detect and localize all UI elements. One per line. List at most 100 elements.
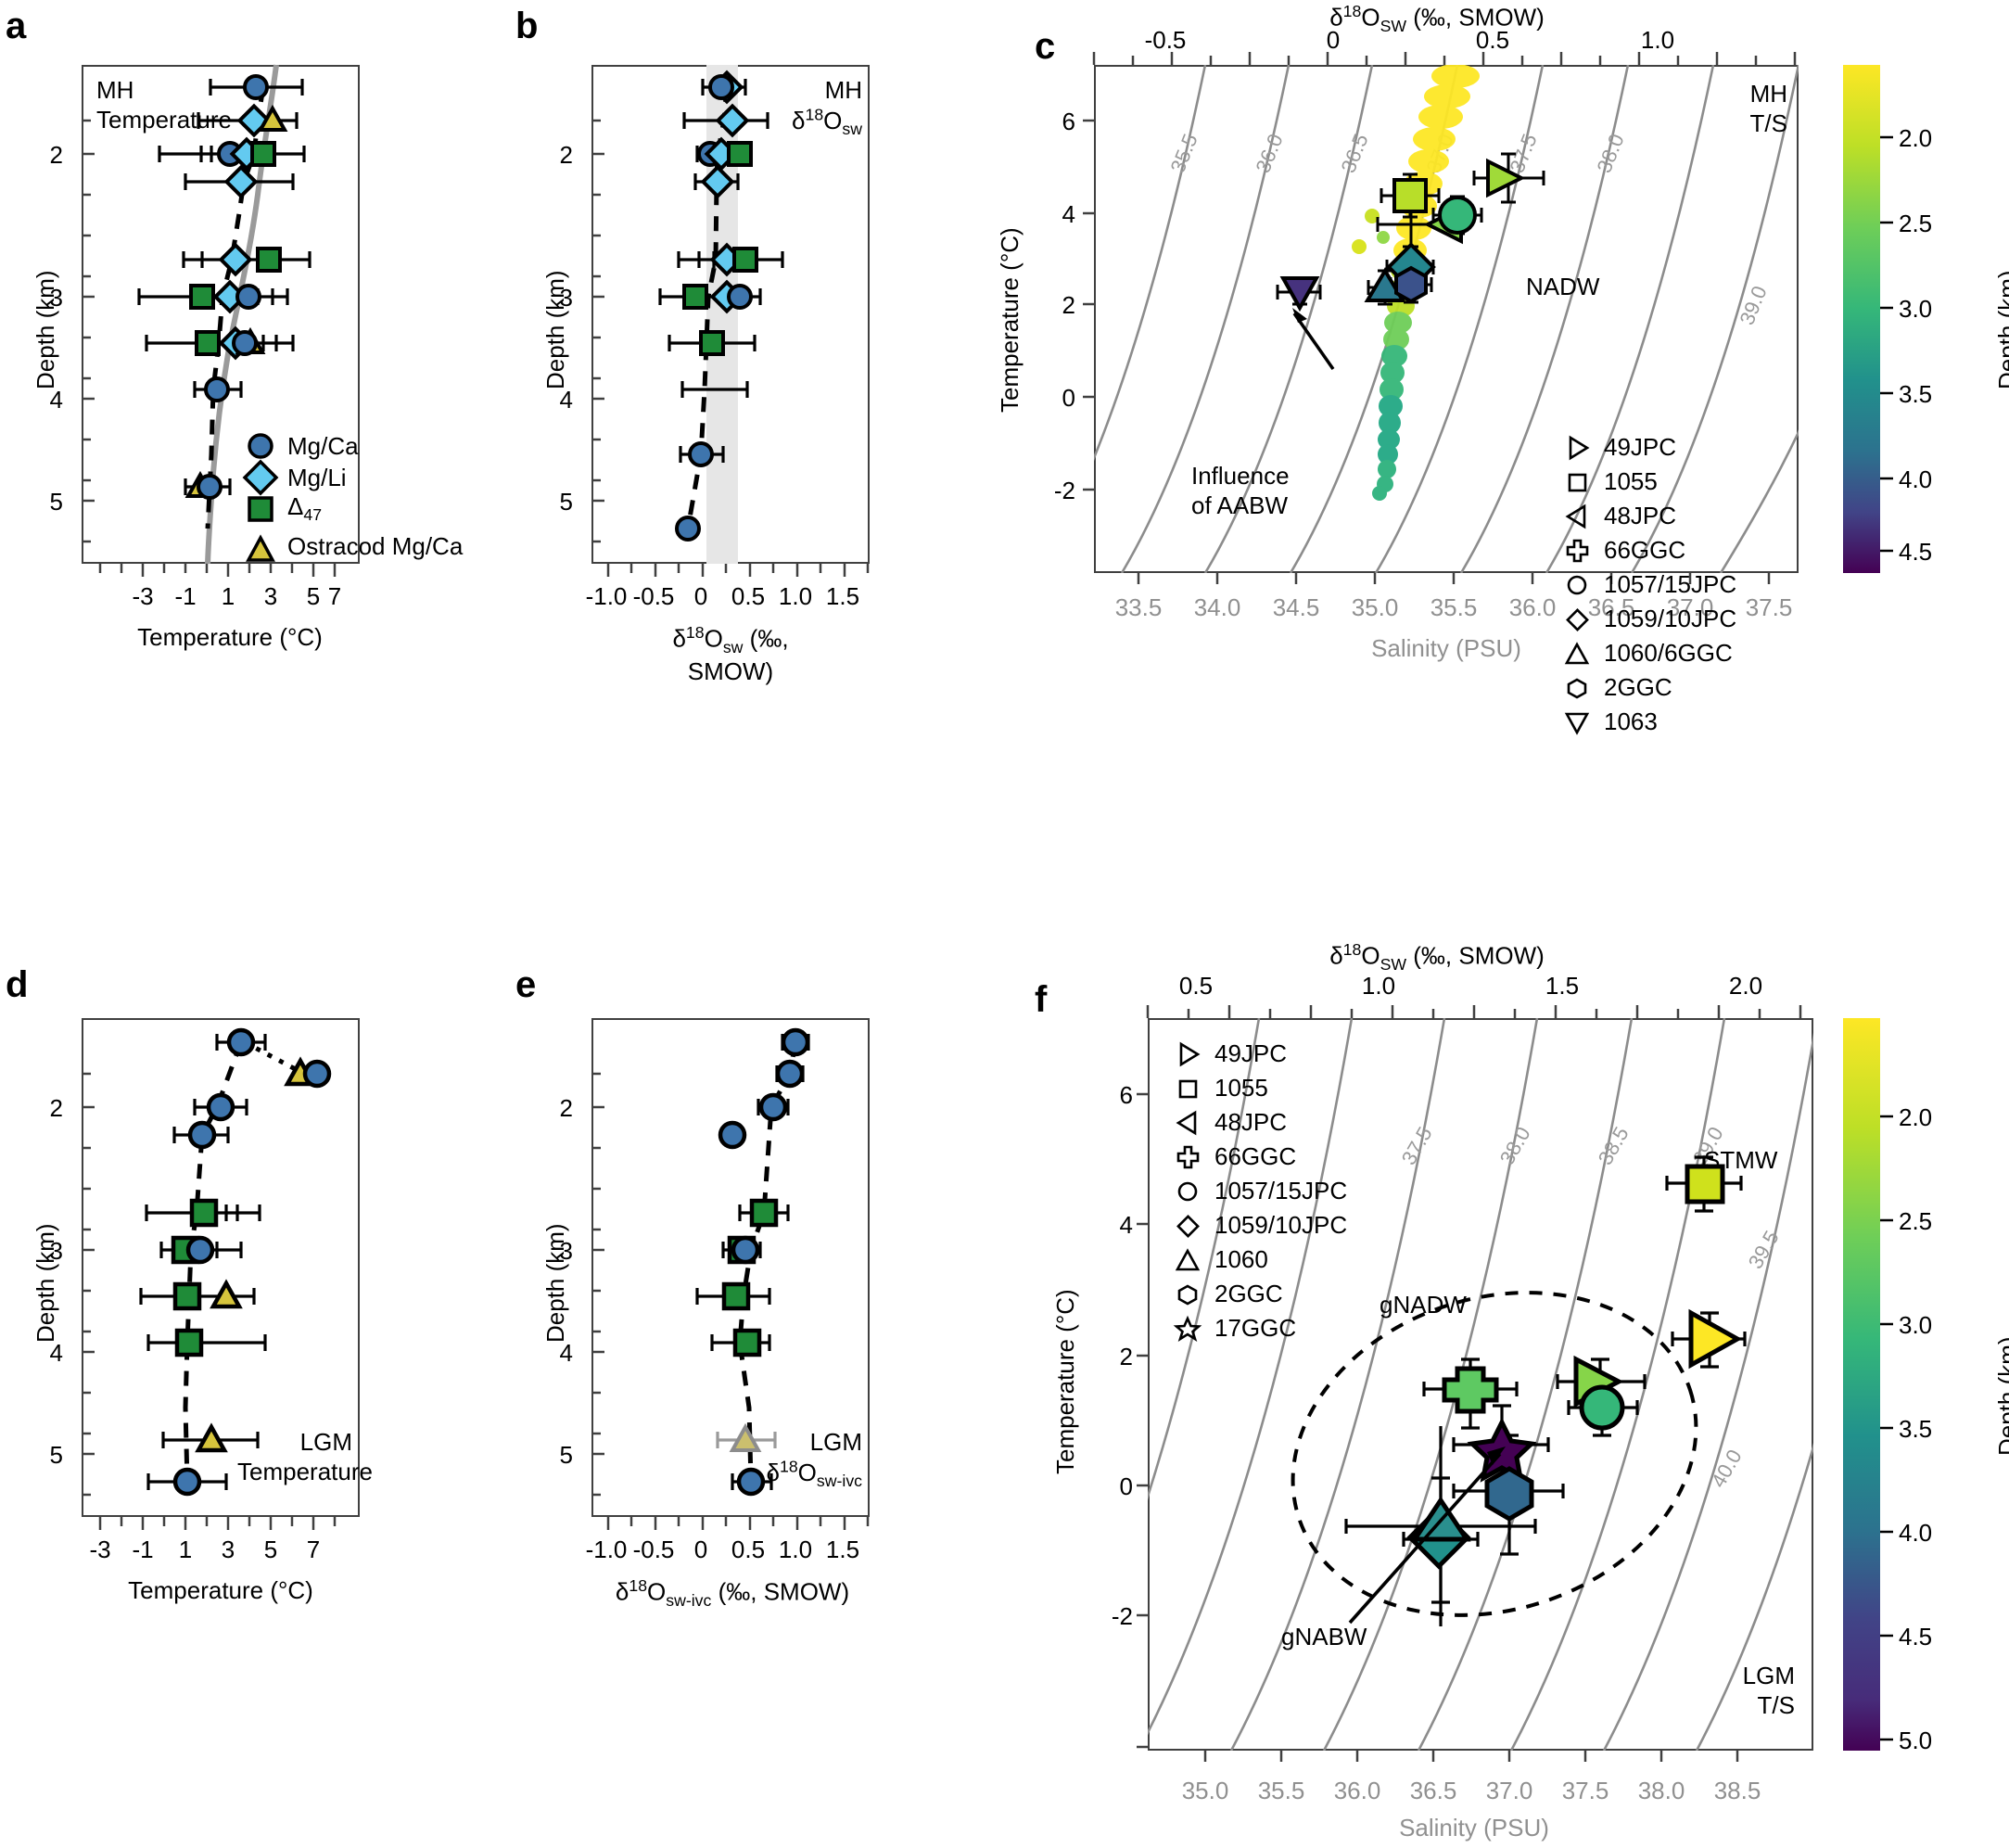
- f-legend-label-1: 1055: [1214, 1074, 1268, 1102]
- f-legend-item-5: 1059/10JPC: [1166, 1208, 1347, 1243]
- c-legend-label-2: 48JPC: [1604, 502, 1677, 529]
- c-legend-label-8: 1063: [1604, 707, 1658, 735]
- panel-d-ytick-2: 2: [49, 1094, 63, 1122]
- panel-f-xtick-0: 35.0: [1181, 1777, 1229, 1804]
- panel-f-xtick-2: 36.0: [1333, 1777, 1381, 1804]
- c-legend-item-4: 1057/15JPC: [1556, 567, 1736, 602]
- legend-item-mgli: Mg/Li: [239, 459, 463, 496]
- panel-e-canvas: [591, 1018, 870, 1530]
- c-legend-item-3: 66GGC: [1556, 533, 1736, 567]
- panel-e-plot-frame: [591, 1018, 870, 1517]
- panel-b-ytick-5: 5: [559, 488, 573, 516]
- panel-b-xtick-3: 0.5: [731, 582, 766, 610]
- triangle-up-marker-icon: [1556, 640, 1598, 668]
- panel-f-xtick-7: 38.5: [1713, 1777, 1761, 1804]
- panel-f-xaxis-label: Salinity (PSU): [1399, 1814, 1549, 1842]
- panel-f-top-axis-label: δ18OSW (‰, SMOW): [1329, 940, 1545, 974]
- f-marker-1055: [1685, 1164, 1725, 1204]
- f-contour-40-0: 40.0: [1707, 1446, 1747, 1492]
- f-legend-label-0: 49JPC: [1214, 1039, 1288, 1067]
- f-legend-label-5: 1059/10JPC: [1214, 1211, 1348, 1239]
- panel-b-ytick-2: 2: [559, 141, 573, 169]
- panel-b-canvas: [591, 65, 870, 577]
- panel-c-ytick-m2: -2: [1053, 477, 1075, 504]
- c-marker-2ggc: [1394, 265, 1428, 304]
- f-legend-item-8: 17GGC: [1166, 1311, 1347, 1345]
- f-legend-item-2: 48JPC: [1166, 1105, 1347, 1140]
- hexagon-marker-icon: [1556, 674, 1598, 702]
- c-marker-49jpc: [1486, 158, 1526, 198]
- panel-f-cbar-tick-6: 5.0: [1899, 1727, 1933, 1754]
- f-legend-item-0: 49JPC: [1166, 1037, 1347, 1071]
- panel-f-canvas: 37.5 38.0 38.5 39.0 39.5 40.0: [1137, 1005, 1813, 1762]
- panel-a-xtick-0: -3: [132, 582, 154, 610]
- c-legend-label-4: 1057/15JPC: [1604, 570, 1737, 598]
- panel-d-xtick-1: -1: [132, 1536, 154, 1563]
- square-marker-icon: [1556, 468, 1598, 496]
- panel-d-canvas: [82, 1018, 337, 1530]
- c-legend-label-1: 1055: [1604, 467, 1658, 495]
- c-marker-1060: [1364, 267, 1406, 302]
- panel-d-note: LGM Temperature: [237, 1428, 373, 1485]
- panel-c-toptick-2: 0.5: [1475, 26, 1510, 54]
- panel-f-cbar-tick-3: 3.5: [1899, 1415, 1933, 1443]
- c-contour-39-0: 39.0: [1735, 283, 1771, 328]
- panel-a-letter: a: [6, 6, 27, 46]
- panel-c-xtick-1: 34.0: [1193, 593, 1241, 621]
- f-marker-49jpc: [1688, 1308, 1743, 1370]
- c-label-nadw: NADW: [1526, 273, 1600, 300]
- f-contour-38-0: 38.0: [1495, 1123, 1535, 1169]
- diamond-marker-icon: [1556, 605, 1598, 633]
- triangle-down-marker-icon: [1556, 708, 1598, 736]
- c-legend-label-0: 49JPC: [1604, 433, 1677, 461]
- c-contour-36-5: 36.5: [1336, 131, 1372, 176]
- star-marker-icon: [1166, 1315, 1209, 1343]
- c-legend-label-5: 1059/10JPC: [1604, 605, 1737, 632]
- panel-e-ytick-4: 4: [559, 1339, 573, 1367]
- legend-item-ostracod: Ostracod Mg/Ca: [239, 532, 463, 566]
- panel-b-yaxis-label: Depth (km): [541, 270, 569, 389]
- f-legend-label-6: 1060: [1214, 1245, 1268, 1273]
- panel-a-legend: Mg/Ca Mg/Li Δ47 Ostracod Mg/Ca: [239, 430, 463, 566]
- f-legend-label-2: 48JPC: [1214, 1108, 1288, 1136]
- panel-f-toptick-2: 1.5: [1545, 972, 1580, 1000]
- panel-c-legend: 49JPC 1055 48JPC 66GGC 1057/15JPC 1059/1…: [1556, 430, 1736, 739]
- panel-e-xtick-2: 0: [693, 1536, 708, 1563]
- f-legend-item-4: 1057/15JPC: [1166, 1174, 1347, 1208]
- c-marker-1063: [1279, 276, 1320, 312]
- panel-f-cbar-tick-1: 2.5: [1899, 1207, 1933, 1235]
- panel-c-note: MH T/S: [1749, 80, 1787, 137]
- panel-f-ytick-m2: -2: [1111, 1602, 1133, 1630]
- legend-label-mgli: Mg/Li: [287, 463, 347, 491]
- panel-f-xtick-1: 35.5: [1257, 1777, 1305, 1804]
- panel-f-xtick-4: 37.0: [1485, 1777, 1533, 1804]
- legend-label-d47: Δ47: [287, 492, 323, 525]
- plus-marker-icon: [1166, 1143, 1209, 1171]
- panel-f-xtick-3: 36.5: [1409, 1777, 1457, 1804]
- panel-e-ytick-5: 5: [559, 1441, 573, 1469]
- panel-c-cbar-tick-5: 4.5: [1899, 538, 1933, 566]
- panel-d-xtick-2: 1: [178, 1536, 193, 1563]
- panel-c-xtick-2: 34.5: [1272, 593, 1320, 621]
- c-legend-item-7: 2GGC: [1556, 670, 1736, 705]
- c-legend-item-0: 49JPC: [1556, 430, 1736, 465]
- panel-a-xtick-5: 7: [327, 582, 342, 610]
- panel-d-xtick-3: 3: [221, 1536, 235, 1563]
- panel-c-ytick-4: 4: [1062, 200, 1075, 228]
- panel-e-xtick-5: 1.5: [825, 1536, 860, 1563]
- triangle-left-marker-icon: [1166, 1109, 1209, 1137]
- panel-a-xtick-3: 3: [263, 582, 278, 610]
- panel-c-colorbar: [1843, 65, 1893, 573]
- panel-f-cbar-tick-2: 3.0: [1899, 1311, 1933, 1339]
- c-legend-item-1: 1055: [1556, 465, 1736, 499]
- panel-a-xaxis-label: Temperature (°C): [137, 623, 323, 651]
- panel-c-xtick-6: 36.5: [1587, 593, 1635, 621]
- panel-c-xtick-7: 37.0: [1666, 593, 1714, 621]
- panel-e-xtick-0: -1.0: [585, 1536, 628, 1563]
- panel-a-ytick-4: 4: [49, 386, 63, 414]
- panel-d-ytick-5: 5: [49, 1441, 63, 1469]
- panel-a-ytick-3: 3: [49, 284, 63, 312]
- triangle-left-marker-icon: [1556, 503, 1598, 530]
- panel-f-cbar-tick-0: 2.0: [1899, 1103, 1933, 1131]
- panel-f-note: LGM T/S: [1742, 1662, 1795, 1719]
